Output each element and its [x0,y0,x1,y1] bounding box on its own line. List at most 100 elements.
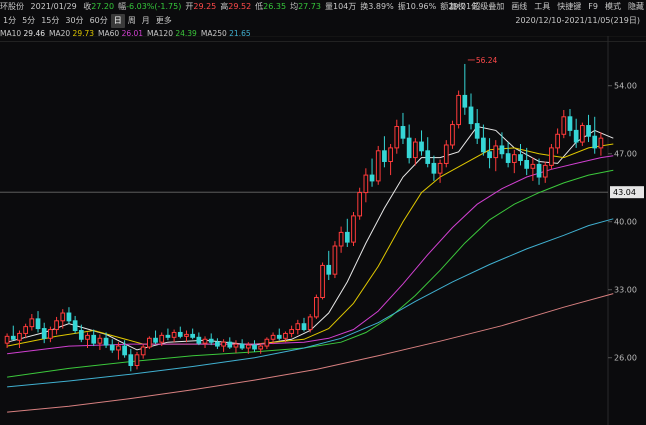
candle-body [530,163,536,169]
candle-body [586,125,591,137]
candle-body [567,116,573,131]
candle-body [289,329,294,334]
candle-body [270,334,276,340]
candle-body [66,312,72,322]
legend-value: 21.65 [229,29,251,38]
quote-field-label: 均 [290,2,299,11]
toolbar-item[interactable]: F9 [588,2,598,11]
candle-body [474,123,480,139]
quote-field-label: 幅 [118,2,127,11]
current-price-box [610,186,644,199]
toolbar-item[interactable]: 工具 [534,2,551,11]
quote-field: 开29.25 [185,0,216,14]
toolbar-item[interactable]: 超级叠加 [472,2,505,11]
timeframe-tab[interactable]: 更多 [155,16,172,25]
quote-field: 高29.52 [220,0,251,14]
quote-field: 均27.73 [290,0,321,14]
ma-line [7,155,614,355]
current-price-label: 43.04 [613,188,636,197]
candle-body [487,151,492,159]
toolbar: 复权 超级叠加 画线 工具 快捷键 F9 模式 隐藏 [442,0,644,14]
candle-body [369,174,375,182]
candle-body [542,164,548,178]
candle-body [351,215,356,243]
legend-value: 24.39 [175,29,197,38]
quote-field-value: 27.20 [91,2,115,11]
quote-field: 收27.20 [83,0,114,14]
quote-field-label: 收 [83,2,92,11]
quote-field-value: 3.89% [368,2,394,11]
candle-body [394,126,400,149]
candle-body [17,332,22,341]
candle-body [555,133,560,149]
candle-body [344,231,350,243]
legend-entry: MA10 29.46 [0,27,45,41]
quote-field-value: 10.96% [405,2,437,11]
candle-body [171,331,177,338]
candle-body [184,333,189,337]
candle-body [128,354,134,366]
candle-body [511,154,517,163]
toolbar-item[interactable]: 快捷键 [557,2,582,11]
candle-body [437,162,443,174]
candle-body [10,335,16,340]
candle-body [134,354,140,366]
max-label: 56.24 [476,56,498,65]
candle-body [221,341,226,347]
legend-label: MA120 [147,29,176,38]
toolbar-item[interactable]: 模式 [605,2,621,11]
candle-body [536,163,542,178]
quote-field-value: 104万 [332,2,357,11]
timeframe-tab[interactable]: 5分 [22,16,36,25]
toolbar-item[interactable]: 隐藏 [628,2,644,11]
timeframe-tab[interactable]: 30分 [65,16,84,25]
candle-body [245,344,251,349]
candle-body [196,336,202,344]
candle-body [314,296,319,318]
candle-body [419,141,424,152]
y-tick-label: 54.00 [614,82,637,91]
candle-body [153,337,158,343]
timeframe-tab[interactable]: 1分 [3,16,17,25]
timeframe-tab[interactable]: 日 [110,14,125,28]
toolbar-item[interactable]: 复权 [449,2,466,11]
candle-body [598,137,604,149]
candle-body [579,125,585,143]
candle-body [41,328,47,339]
legend-entry: MA120 24.39 [147,27,197,41]
timeframe-tab[interactable]: 周 [127,16,136,25]
legend-label: MA10 [0,29,24,38]
quote-field-label: 振 [397,2,406,11]
divider [0,41,646,42]
ma-legend: MA10 29.46 MA20 29.73 MA60 26.01 MA120 24.3… [0,27,646,41]
legend-entry: MA60 26.01 [98,27,143,41]
legend-entry: MA250 21.65 [201,27,251,41]
quote-field: 换3.89% [360,0,393,14]
candlestick-chart[interactable]: 54.00 47.00 40.00 33.00 26.00 43.04 56.24 [0,36,646,425]
quote-field-value: 29.52 [228,2,252,11]
candle-body [208,338,214,343]
timeframe-tab[interactable]: 月 [141,16,150,25]
timeframe-tab[interactable]: 60分 [89,16,108,25]
candle-body [382,150,387,162]
candle-body [375,150,381,182]
candle-body [400,126,406,139]
candle-body [425,150,431,164]
candle-body [406,137,412,159]
toolbar-item[interactable]: 画线 [511,2,528,11]
y-tick-label: 26.00 [614,354,637,363]
candle-body [78,330,84,340]
candle-body [103,337,109,346]
ma-line [7,218,614,388]
candle-body [326,264,332,275]
candle-body [72,320,78,332]
candle-body [116,345,121,351]
candle-body [140,346,146,356]
timeframe-tab[interactable]: 15分 [41,16,60,25]
candle-body [233,343,239,348]
candle-body [301,323,307,331]
candle-body [332,245,338,275]
legend-entry: MA20 29.73 [49,27,94,41]
candle-body [468,106,474,125]
ma-line [7,293,614,413]
